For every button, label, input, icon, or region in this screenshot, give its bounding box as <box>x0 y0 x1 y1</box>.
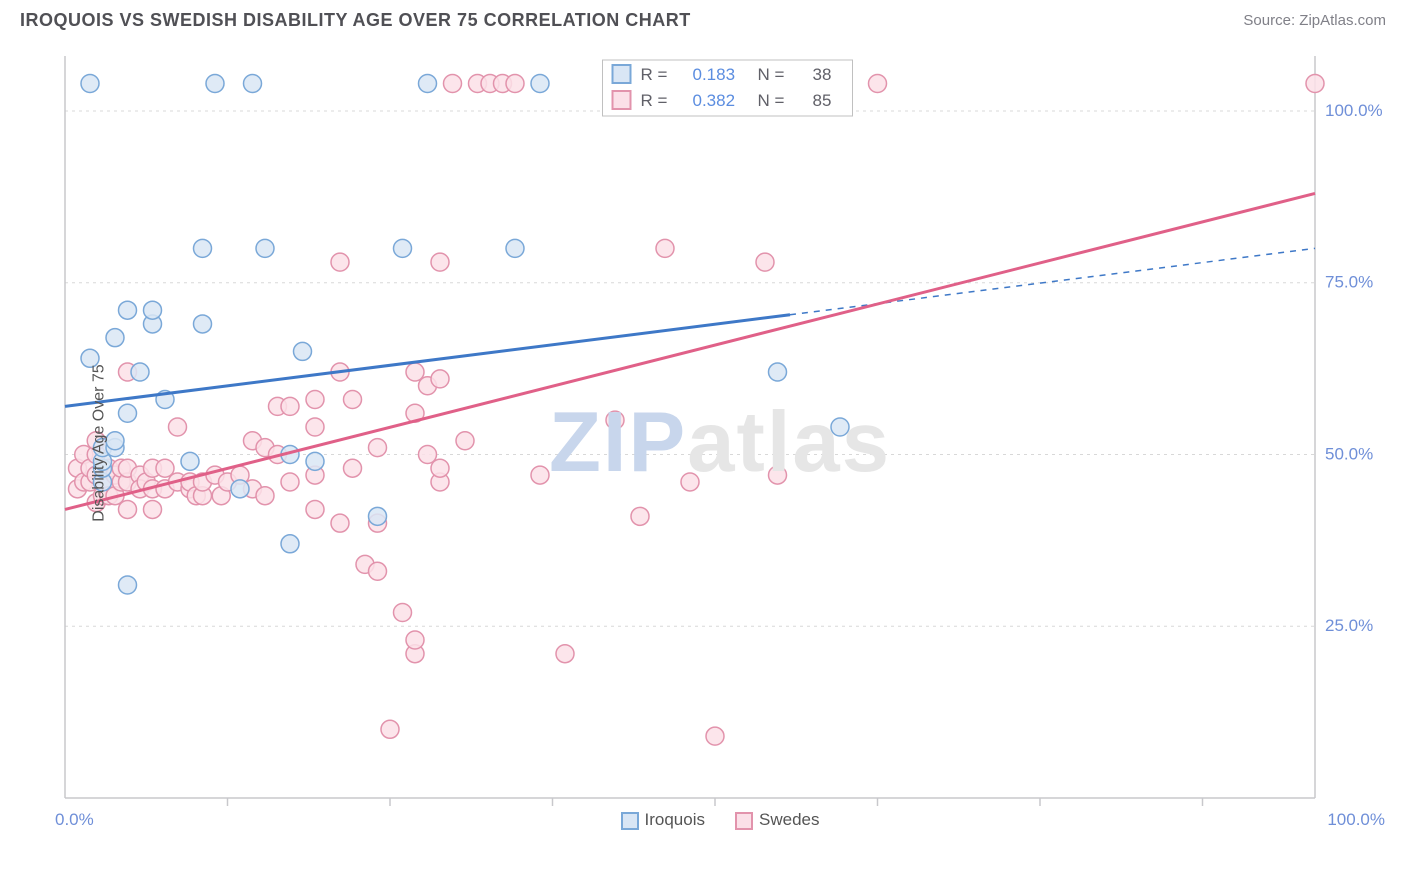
legend-label: Swedes <box>759 810 819 829</box>
svg-text:100.0%: 100.0% <box>1325 101 1383 120</box>
svg-text:0.382: 0.382 <box>693 91 736 110</box>
svg-text:R =: R = <box>641 91 668 110</box>
svg-text:R =: R = <box>641 65 668 84</box>
svg-text:0.183: 0.183 <box>693 65 736 84</box>
svg-text:38: 38 <box>813 65 832 84</box>
legend-item: Swedes <box>735 810 819 830</box>
svg-text:25.0%: 25.0% <box>1325 616 1373 635</box>
legend-item: Iroquois <box>621 810 705 830</box>
svg-text:85: 85 <box>813 91 832 110</box>
svg-text:N =: N = <box>758 65 785 84</box>
legend-swatch <box>621 812 639 830</box>
y-axis-label: Disability Age Over 75 <box>91 364 109 521</box>
scatter-chart: 25.0% 50.0% 75.0% 100.0% R = 0.183 N = 38 R = 0.3… <box>55 48 1385 838</box>
chart-source: Source: ZipAtlas.com <box>1243 12 1386 29</box>
svg-text:N =: N = <box>758 91 785 110</box>
legend-label: Iroquois <box>645 810 705 829</box>
svg-text:50.0%: 50.0% <box>1325 444 1373 463</box>
legend-swatch <box>735 812 753 830</box>
chart-header: IROQUOIS VS SWEDISH DISABILITY AGE OVER … <box>0 0 1406 37</box>
svg-text:75.0%: 75.0% <box>1325 273 1373 292</box>
bottom-legend: Iroquois Swedes <box>55 810 1385 830</box>
chart-title: IROQUOIS VS SWEDISH DISABILITY AGE OVER … <box>20 10 691 31</box>
plot-area: Disability Age Over 75 25.0% 50.0% 75.0% 10… <box>55 48 1385 838</box>
